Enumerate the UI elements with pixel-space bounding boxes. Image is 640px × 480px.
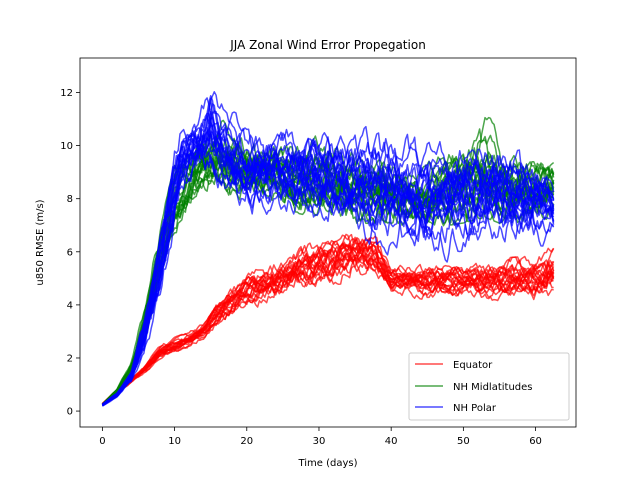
legend-label-nh-polar: NH Polar [453, 403, 497, 414]
y-axis: 0 2 4 6 8 10 12 [60, 88, 80, 418]
series-layer [101, 91, 555, 407]
plot-frame [79, 57, 577, 428]
series-equator [101, 233, 555, 406]
y-axis-title: u850 RMSE (m/s) [35, 199, 46, 285]
x-tick-label: 0 [99, 436, 105, 447]
series-line [101, 248, 555, 405]
y-tick-label: 8 [67, 194, 73, 205]
series-line [101, 97, 555, 406]
x-tick-label: 20 [240, 436, 253, 447]
y-tick-label: 12 [60, 88, 73, 99]
y-tick-label: 4 [67, 300, 73, 311]
y-tick-label: 6 [67, 247, 73, 258]
series-line [101, 245, 555, 405]
y-tick-label: 2 [67, 353, 73, 364]
series-line [101, 130, 555, 406]
legend-label-nh-midlatitudes: NH Midlatitudes [453, 382, 533, 393]
series-line [101, 240, 555, 405]
x-axis-title: Time (days) [297, 458, 357, 469]
y-tick-label: 0 [67, 407, 73, 418]
series-line [101, 233, 554, 405]
y-tick-label: 10 [60, 141, 73, 152]
plot-area [79, 57, 577, 428]
x-tick-label: 40 [385, 436, 398, 447]
legend-label-equator: Equator [453, 360, 493, 371]
series-nh-polar [101, 91, 555, 407]
x-tick-label: 30 [313, 436, 326, 447]
x-tick-label: 60 [529, 436, 542, 447]
series-line [101, 112, 555, 406]
legend-box [408, 352, 570, 421]
x-tick-label: 10 [168, 436, 181, 447]
x-axis: 0 10 20 30 40 50 60 [99, 427, 542, 447]
chart-title: JJA Zonal Wind Error Propegation [229, 38, 426, 52]
legend: Equator NH Midlatitudes NH Polar [408, 352, 570, 421]
x-tick-label: 50 [457, 436, 470, 447]
